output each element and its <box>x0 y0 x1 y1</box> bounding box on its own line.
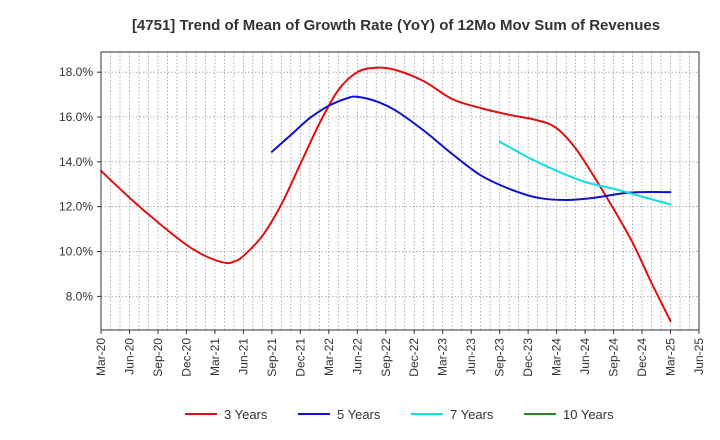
x-tick-label: Mar-23 <box>436 338 450 376</box>
x-tick-label: Dec-20 <box>179 338 193 377</box>
series-line-5-years <box>270 95 672 201</box>
legend-item-10-years: 10 Years <box>524 407 614 422</box>
y-tick-label: 16.0% <box>59 110 93 124</box>
legend-label: 10 Years <box>563 407 614 422</box>
chart-title: [4751] Trend of Mean of Growth Rate (YoY… <box>132 17 660 34</box>
y-tick-label: 12.0% <box>59 200 93 214</box>
legend-label: 3 Years <box>224 407 268 422</box>
legend-label: 5 Years <box>337 407 381 422</box>
x-tick-label: Jun-21 <box>236 338 250 375</box>
x-tick-label: Mar-22 <box>322 338 336 376</box>
y-tick-label: 10.0% <box>59 245 93 259</box>
y-tick-label: 14.0% <box>59 155 93 169</box>
legend-item-3-years: 3 Years <box>185 407 268 422</box>
y-tick-label: 18.0% <box>59 65 93 79</box>
x-tick-label: Mar-25 <box>664 338 678 376</box>
legend: 3 Years 5 Years 7 Years 10 Years <box>185 407 614 422</box>
x-tick-label: Sep-20 <box>151 338 165 377</box>
plot-frame <box>100 51 700 331</box>
y-tick-label: 8.0% <box>66 289 94 303</box>
x-tick-label: Mar-20 <box>94 338 108 376</box>
x-tick-label: Sep-23 <box>493 338 507 377</box>
series-line-3-years <box>100 66 672 322</box>
x-tick-label: Mar-24 <box>550 338 564 376</box>
x-tick-label: Dec-21 <box>293 338 307 377</box>
axes: 8.0% 10.0% 12.0% 14.0% 16.0% 18.0% Mar-20 Jun-2… <box>59 65 706 377</box>
legend-label: 7 Years <box>450 407 494 422</box>
x-tick-label: Jun-23 <box>464 338 478 375</box>
x-tick-label: Jun-22 <box>350 338 364 375</box>
grid <box>101 52 699 330</box>
series-lines <box>100 66 672 322</box>
x-tick-label: Sep-24 <box>607 338 621 377</box>
x-tick-label: Dec-22 <box>407 338 421 377</box>
x-tick-label: Dec-23 <box>521 338 535 377</box>
legend-item-7-years: 7 Years <box>411 407 494 422</box>
x-tick-label: Dec-24 <box>635 338 649 377</box>
x-tick-label: Sep-21 <box>265 338 279 377</box>
series-line-7-years <box>498 140 672 206</box>
x-tick-label: Jun-20 <box>122 338 136 375</box>
x-tick-label: Jun-25 <box>692 338 706 375</box>
legend-item-5-years: 5 Years <box>298 407 381 422</box>
x-tick-label: Mar-21 <box>208 338 222 376</box>
x-tick-label: Sep-22 <box>379 338 393 377</box>
x-tick-label: Jun-24 <box>578 338 592 375</box>
